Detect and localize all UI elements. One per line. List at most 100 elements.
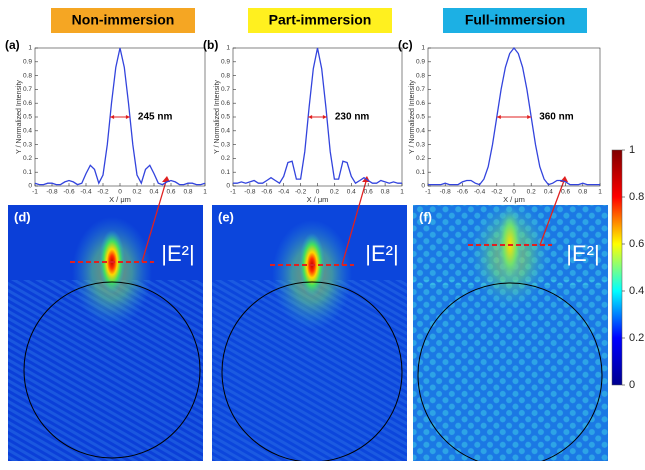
y-tick-label: 0 — [28, 183, 32, 190]
x-tick-label: -0.2 — [97, 189, 109, 196]
y-tick-label: 0.8 — [221, 72, 230, 79]
panel-label: (c) — [398, 38, 413, 52]
header: Full-immersion — [443, 8, 587, 33]
y-tick-label: 0.1 — [416, 169, 425, 176]
y-tick-label: 0.7 — [416, 86, 425, 93]
x-tick-label: -0.6 — [63, 189, 75, 196]
y-tick-label: 0.6 — [221, 100, 230, 107]
y-tick-label: 0.3 — [416, 141, 425, 148]
colorbar-tick-label: 0 — [629, 379, 635, 391]
y-tick-label: 0.1 — [221, 169, 230, 176]
x-tick-label: -0.4 — [80, 189, 92, 196]
y-tick-label: 0.5 — [221, 114, 230, 121]
y-tick-label: 1 — [226, 45, 230, 52]
x-tick-label: -1 — [230, 189, 236, 196]
colorbar-tick-label: 1 — [629, 144, 635, 156]
x-tick-label: 0.2 — [527, 189, 536, 196]
fwhm-label: 360 nm — [539, 112, 574, 123]
link-arrow — [141, 177, 168, 263]
link-arrow — [539, 177, 566, 246]
x-tick-label: 1 — [203, 189, 207, 196]
panel-label: (d) — [14, 209, 31, 224]
x-axis-label: X / μm — [503, 195, 525, 204]
x-axis-label: X / μm — [307, 195, 329, 204]
x-tick-label: 1 — [598, 189, 602, 196]
x-tick-label: 0.6 — [561, 189, 570, 196]
header-box — [248, 8, 392, 33]
x-tick-label: 0.8 — [578, 189, 587, 196]
y-tick-label: 0 — [226, 183, 230, 190]
colorbar — [611, 149, 623, 386]
field-label: |E²| — [566, 241, 599, 266]
header-box — [51, 8, 195, 33]
colorbar-tick-label: 0.6 — [629, 238, 644, 250]
link-arrow — [341, 177, 368, 266]
x-tick-label: 0.2 — [330, 189, 339, 196]
y-axis-label: Y / Normalized Intensity — [409, 80, 416, 154]
fwhm-label: 230 nm — [335, 112, 370, 123]
y-tick-label: 0.2 — [416, 155, 425, 162]
colorbar-tick-label: 0.4 — [629, 285, 644, 297]
intensity-curve — [34, 47, 206, 186]
x-tick-label: -0.6 — [457, 189, 469, 196]
panel-label: (b) — [203, 38, 218, 52]
y-axis-label: Y / Normalized Intensity — [214, 80, 221, 154]
y-tick-label: 0.9 — [23, 59, 32, 66]
x-tick-label: 0 — [316, 189, 320, 196]
intensity-curve — [233, 47, 402, 185]
y-tick-label: 1 — [421, 45, 425, 52]
colorbar-tick-label: 0.2 — [629, 332, 644, 344]
y-tick-label: 0.3 — [23, 141, 32, 148]
y-tick-label: 0.9 — [221, 59, 230, 66]
header-text: Full-immersion — [465, 12, 565, 28]
x-tick-label: 0.4 — [544, 189, 553, 196]
field-panel — [8, 205, 203, 461]
x-tick-label: -0.4 — [278, 189, 290, 196]
y-tick-label: 0.5 — [416, 114, 425, 121]
x-tick-label: -1 — [32, 189, 38, 196]
x-tick-label: 0.8 — [381, 189, 390, 196]
header-box — [443, 8, 587, 33]
x-tick-label: 1 — [400, 189, 404, 196]
x-tick-label: 0 — [512, 189, 516, 196]
y-tick-label: 0.5 — [23, 114, 32, 121]
panel-label: (e) — [218, 209, 234, 224]
field-panel — [413, 205, 608, 461]
x-tick-label: -0.8 — [244, 189, 256, 196]
y-tick-label: 0.9 — [416, 59, 425, 66]
x-tick-label: -0.2 — [295, 189, 307, 196]
field-label: |E²| — [161, 241, 194, 266]
y-tick-label: 0.4 — [416, 128, 425, 135]
arrow-head — [308, 115, 327, 119]
x-tick-label: 0.8 — [183, 189, 192, 196]
x-axis-label: X / μm — [109, 195, 131, 204]
y-tick-label: 0.6 — [23, 100, 32, 107]
colorbar-tick-label: 0.8 — [629, 191, 644, 203]
panel-label: (a) — [5, 38, 20, 52]
x-tick-label: 0.6 — [364, 189, 373, 196]
sphere-outline — [23, 281, 201, 459]
arrow-head — [496, 115, 532, 119]
y-tick-label: 1 — [28, 45, 32, 52]
panel-label: (f) — [419, 209, 432, 224]
x-tick-label: -0.2 — [491, 189, 503, 196]
y-tick-label: 0.6 — [416, 100, 425, 107]
y-tick-label: 0.7 — [221, 86, 230, 93]
y-tick-label: 0.8 — [23, 72, 32, 79]
header: Part-immersion — [248, 8, 392, 33]
field-label: |E²| — [365, 241, 398, 266]
y-tick-label: 0.2 — [23, 155, 32, 162]
x-tick-label: 0.6 — [166, 189, 175, 196]
y-tick-label: 0.2 — [221, 155, 230, 162]
x-tick-label: 0.4 — [347, 189, 356, 196]
arrow-head — [162, 176, 170, 182]
x-tick-label: -0.6 — [261, 189, 273, 196]
y-tick-label: 0.1 — [23, 169, 32, 176]
arrow-head — [110, 115, 130, 119]
x-tick-label: -0.8 — [46, 189, 58, 196]
x-tick-label: -0.8 — [440, 189, 452, 196]
fwhm-label: 245 nm — [138, 112, 173, 123]
x-tick-label: -1 — [425, 189, 431, 196]
y-tick-label: 0.8 — [416, 72, 425, 79]
y-axis-label: Y / Normalized Intensity — [16, 80, 23, 154]
